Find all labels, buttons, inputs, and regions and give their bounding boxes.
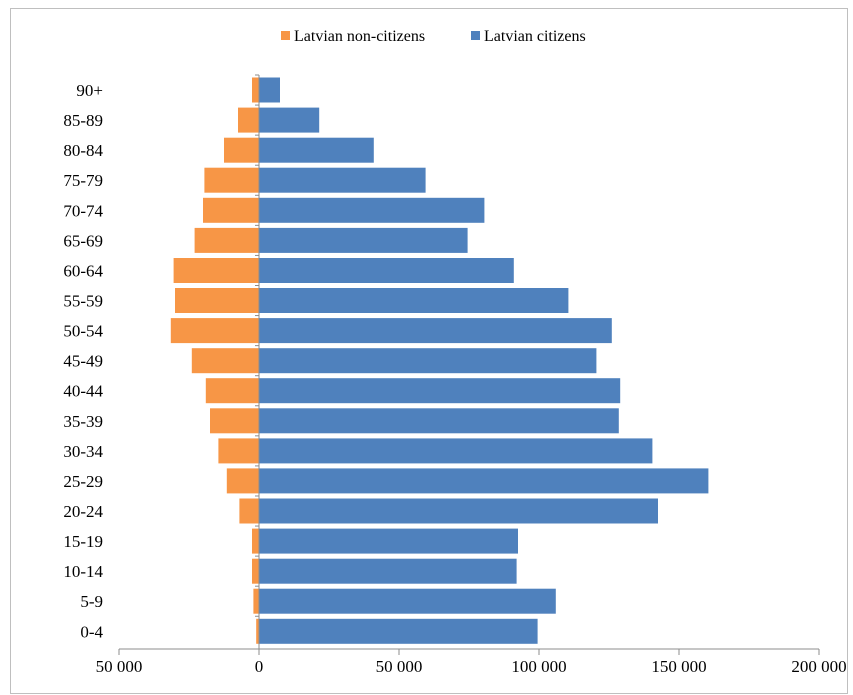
bar-citizens-5-9 — [259, 588, 556, 614]
bar-non-citizens-80-84 — [224, 137, 259, 163]
bar-citizens-90+ — [259, 77, 280, 103]
chart-frame: Latvian non-citizens Latvian citizens 0-4… — [10, 8, 848, 694]
legend-swatch — [281, 31, 290, 40]
bar-non-citizens-85-89 — [238, 107, 259, 133]
category-label: 25-29 — [63, 472, 103, 491]
category-label: 30-34 — [63, 442, 103, 461]
bar-citizens-40-44 — [259, 378, 621, 404]
population-pyramid-chart: Latvian non-citizens Latvian citizens 0-4… — [63, 28, 847, 676]
bar-non-citizens-20-24 — [239, 498, 259, 524]
bar-non-citizens-0-4 — [256, 618, 259, 644]
bar-non-citizens-25-29 — [226, 468, 259, 494]
bar-citizens-50-54 — [259, 318, 612, 344]
bar-non-citizens-15-19 — [252, 528, 259, 554]
x-tick-label: 0 — [255, 657, 264, 676]
bar-citizens-25-29 — [259, 468, 709, 494]
x-tick-label: 50 000 — [96, 657, 143, 676]
bar-citizens-35-39 — [259, 408, 619, 434]
category-label: 10-14 — [63, 562, 103, 581]
bar-citizens-45-49 — [259, 348, 597, 374]
bar-citizens-20-24 — [259, 498, 658, 524]
y-axis: 0-4 5-9 10-14 15-19 20-24 25-29 30-34 35-39 40-4… — [63, 74, 260, 649]
category-label: 65-69 — [63, 231, 103, 250]
category-label: 80-84 — [63, 141, 103, 160]
bar-non-citizens-5-9 — [253, 588, 259, 614]
category-label: 15-19 — [63, 532, 103, 551]
category-label: 60-64 — [63, 262, 103, 281]
bar-non-citizens-45-49 — [191, 348, 259, 374]
bar-non-citizens-75-79 — [204, 167, 259, 193]
category-label: 55-59 — [63, 292, 103, 311]
category-label: 85-89 — [63, 111, 103, 130]
bar-citizens-80-84 — [259, 137, 374, 163]
legend-swatch — [471, 31, 480, 40]
legend: Latvian non-citizens Latvian citizens — [281, 28, 586, 45]
legend-label: Latvian non-citizens — [294, 28, 425, 45]
bar-citizens-10-14 — [259, 558, 517, 584]
x-axis: 50 000 0 50 000 100 000 150 000 200 000 — [96, 648, 847, 676]
bar-citizens-55-59 — [259, 288, 569, 313]
category-label: 40-44 — [63, 382, 103, 401]
bar-citizens-60-64 — [259, 258, 514, 283]
bar-citizens-75-79 — [259, 167, 426, 193]
bar-non-citizens-55-59 — [175, 288, 259, 313]
bars — [170, 77, 709, 644]
bar-citizens-85-89 — [259, 107, 320, 133]
bar-non-citizens-90+ — [252, 77, 259, 103]
category-label: 5-9 — [80, 592, 103, 611]
category-label: 0-4 — [80, 622, 103, 641]
category-label: 45-49 — [63, 352, 103, 371]
category-label: 75-79 — [63, 171, 103, 190]
bar-citizens-70-74 — [259, 197, 485, 223]
bar-non-citizens-65-69 — [194, 227, 259, 253]
bar-non-citizens-60-64 — [173, 258, 259, 283]
legend-label: Latvian citizens — [484, 28, 586, 45]
bar-non-citizens-35-39 — [210, 408, 259, 434]
bar-non-citizens-50-54 — [170, 318, 259, 344]
category-label: 70-74 — [63, 201, 103, 220]
x-tick-label: 150 000 — [651, 657, 706, 676]
bar-non-citizens-30-34 — [218, 438, 259, 464]
x-tick-label: 200 000 — [791, 657, 846, 676]
x-tick-label: 100 000 — [511, 657, 566, 676]
category-label: 90+ — [76, 81, 103, 100]
category-label: 20-24 — [63, 502, 103, 521]
bar-non-citizens-70-74 — [203, 197, 259, 223]
bar-citizens-15-19 — [259, 528, 518, 554]
category-label: 50-54 — [63, 322, 103, 341]
x-tick-label: 50 000 — [376, 657, 423, 676]
bar-non-citizens-10-14 — [252, 558, 259, 584]
bar-citizens-30-34 — [259, 438, 653, 464]
bar-citizens-65-69 — [259, 227, 468, 253]
bar-citizens-0-4 — [259, 618, 538, 644]
category-label: 35-39 — [63, 412, 103, 431]
bar-non-citizens-40-44 — [205, 378, 259, 404]
